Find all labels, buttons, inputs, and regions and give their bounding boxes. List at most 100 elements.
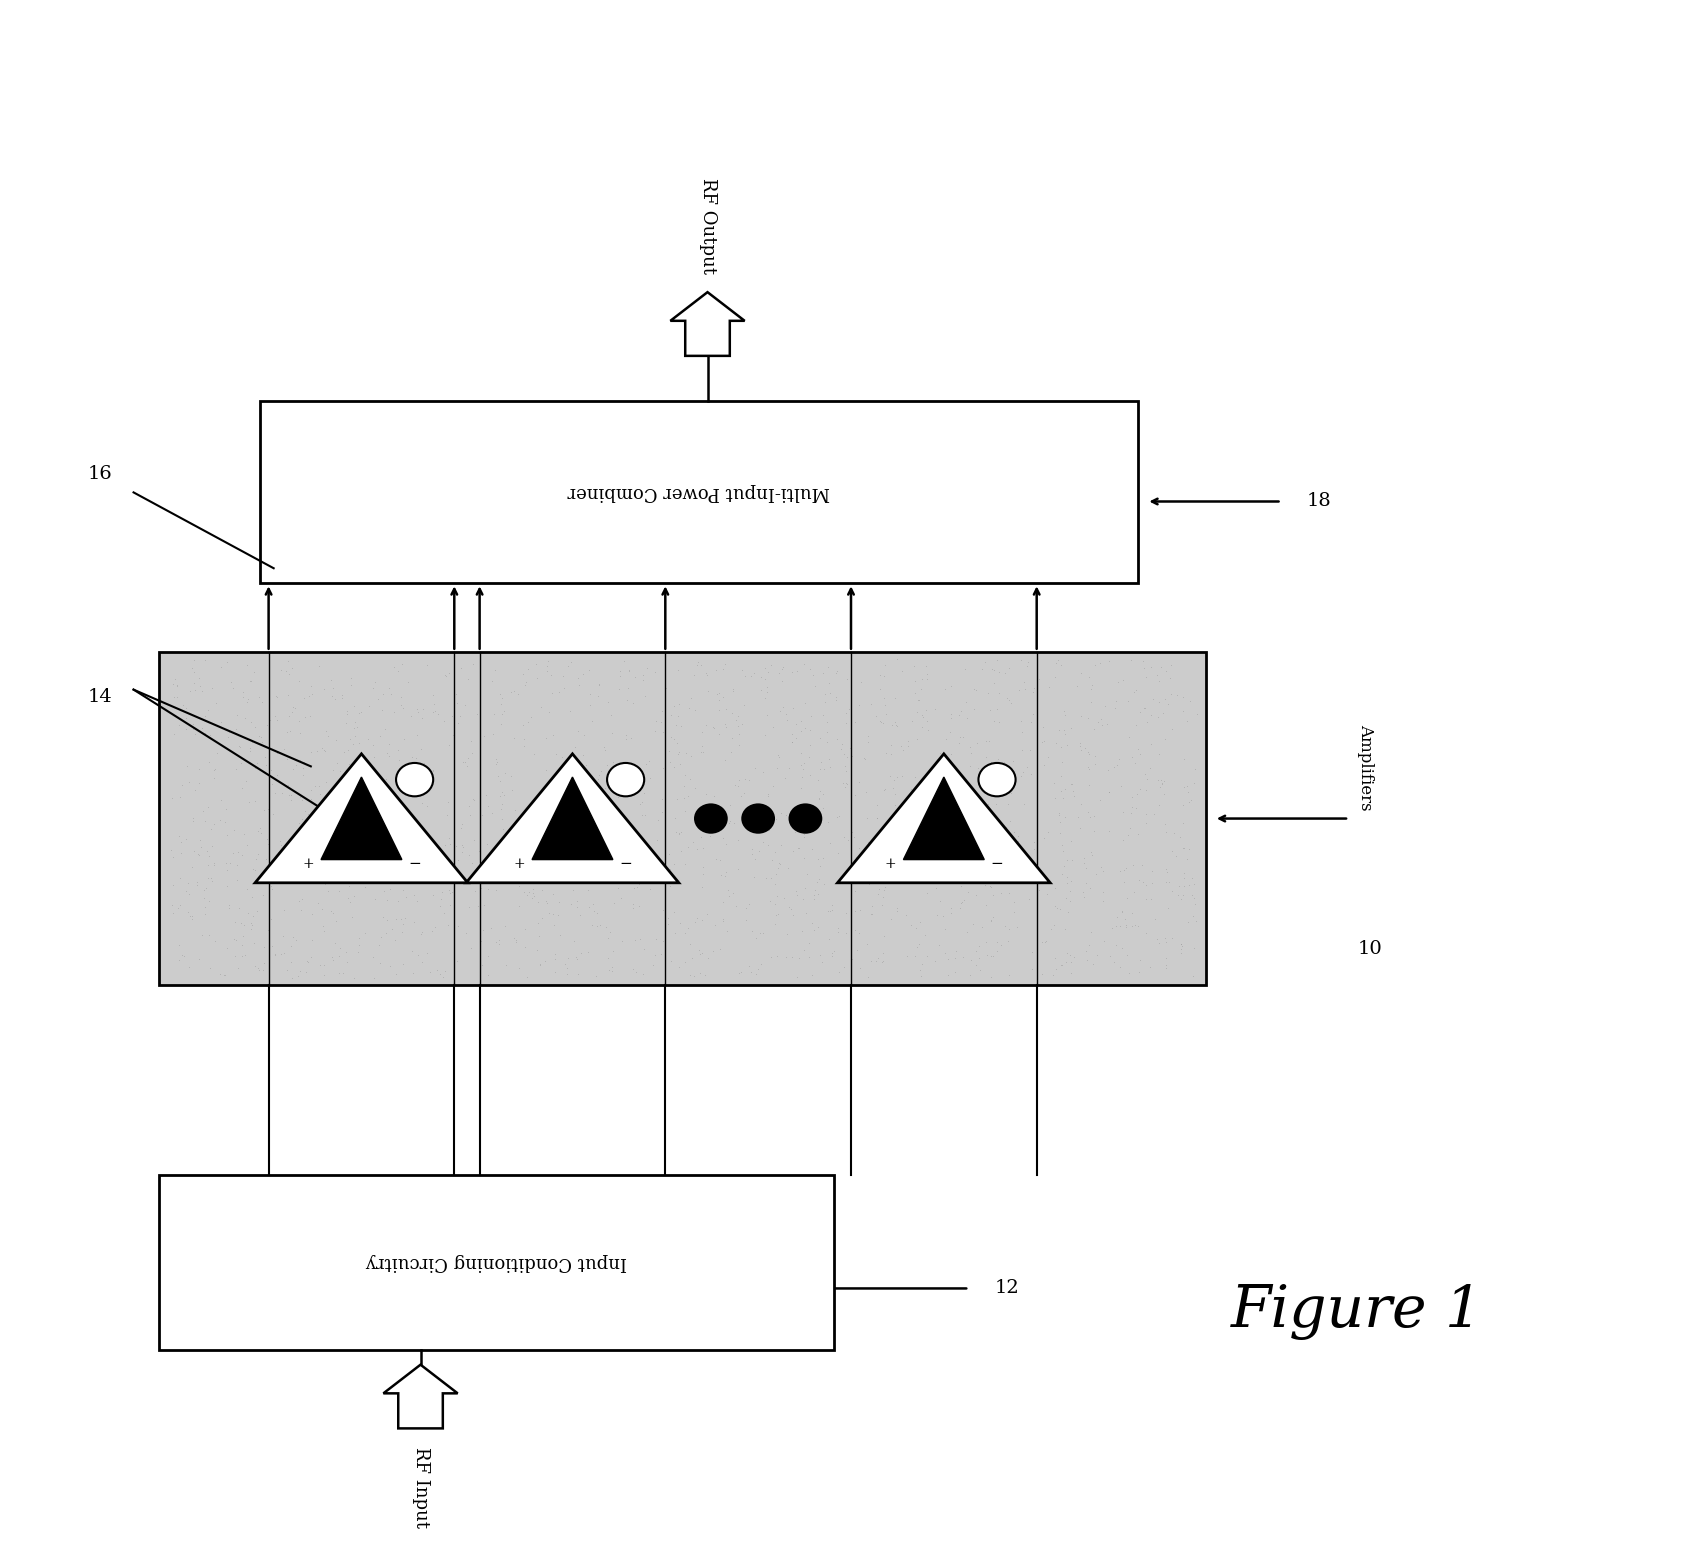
Point: [206, 808, 233, 833]
Point: [511, 734, 538, 758]
Point: [688, 907, 715, 932]
Point: [410, 765, 437, 789]
Point: [398, 744, 426, 769]
Point: [1054, 870, 1081, 895]
Point: [972, 893, 999, 918]
Point: [870, 841, 897, 865]
Point: [967, 800, 994, 825]
Point: [640, 844, 667, 869]
Point: [289, 807, 317, 831]
Point: [643, 808, 671, 833]
Point: [737, 794, 764, 819]
Point: [259, 772, 286, 797]
Point: [439, 704, 466, 729]
Point: [854, 965, 882, 990]
Point: [158, 892, 186, 917]
Point: [1057, 715, 1084, 740]
Text: +: +: [514, 856, 526, 870]
Point: [693, 712, 720, 737]
Point: [921, 696, 948, 721]
Point: [201, 758, 228, 783]
Point: [606, 814, 633, 839]
Point: [381, 793, 408, 817]
Point: [1082, 653, 1110, 678]
Point: [439, 879, 466, 904]
Point: [346, 700, 373, 724]
Point: [892, 861, 919, 886]
Point: [671, 786, 698, 811]
Point: [766, 850, 793, 875]
Point: [344, 940, 371, 965]
Point: [245, 723, 272, 748]
Point: [711, 862, 739, 887]
Point: [306, 782, 334, 807]
Point: [817, 681, 844, 706]
Point: [293, 960, 320, 985]
Point: [853, 779, 880, 803]
Point: [647, 710, 674, 735]
Point: [1151, 811, 1178, 836]
Point: [346, 926, 373, 951]
Point: [306, 952, 334, 977]
Point: [951, 811, 979, 836]
Point: [1057, 949, 1084, 974]
Point: [747, 952, 774, 977]
Point: [371, 879, 398, 904]
Point: [165, 948, 192, 972]
Point: [553, 955, 580, 980]
Point: [376, 954, 403, 979]
Point: [992, 824, 1019, 848]
Point: [330, 960, 357, 985]
Point: [652, 676, 679, 701]
Point: [395, 811, 422, 836]
Point: [410, 864, 437, 889]
Point: [795, 931, 822, 955]
Point: [1002, 847, 1030, 872]
Point: [298, 945, 325, 969]
Point: [1118, 648, 1145, 673]
Point: [1013, 755, 1040, 780]
Point: [1098, 915, 1125, 940]
Point: [1169, 934, 1197, 959]
Point: [715, 884, 742, 909]
Point: [434, 870, 461, 895]
Point: [1164, 883, 1191, 907]
Point: [703, 658, 730, 682]
Point: [245, 959, 272, 983]
Point: [1115, 689, 1142, 713]
Point: [1086, 651, 1113, 676]
Point: [381, 700, 408, 724]
Point: [979, 658, 1006, 682]
Point: [815, 655, 842, 679]
Point: [1043, 648, 1071, 673]
Point: [225, 839, 252, 864]
Point: [269, 780, 296, 805]
Point: [773, 921, 800, 946]
Point: [1154, 692, 1181, 717]
Point: [1047, 896, 1074, 921]
Point: [361, 744, 388, 769]
Point: [505, 955, 533, 980]
Point: [560, 929, 587, 954]
Point: [611, 648, 638, 673]
Circle shape: [788, 803, 822, 834]
Point: [298, 869, 325, 893]
Point: [997, 780, 1025, 805]
Point: [505, 873, 533, 898]
Point: [393, 831, 420, 856]
Point: [696, 824, 723, 848]
Point: [914, 717, 941, 741]
Point: [1064, 675, 1091, 700]
Point: [980, 780, 1008, 805]
Point: [762, 862, 790, 887]
Point: [671, 799, 698, 824]
Point: [1040, 912, 1067, 937]
Point: [296, 802, 323, 827]
Point: [524, 937, 551, 962]
Point: [276, 662, 303, 687]
Point: [705, 698, 732, 723]
Point: [340, 789, 368, 814]
Point: [848, 670, 875, 695]
Point: [174, 754, 201, 779]
Point: [883, 647, 911, 672]
